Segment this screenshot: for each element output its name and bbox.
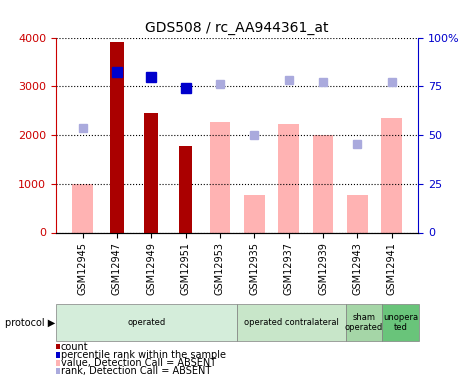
Bar <box>347 195 368 232</box>
Bar <box>279 124 299 232</box>
Title: GDS508 / rc_AA944361_at: GDS508 / rc_AA944361_at <box>146 21 329 35</box>
Text: percentile rank within the sample: percentile rank within the sample <box>60 350 226 360</box>
Bar <box>312 135 333 232</box>
Bar <box>381 118 402 232</box>
Bar <box>179 146 193 232</box>
Bar <box>72 184 93 232</box>
Text: protocol ▶: protocol ▶ <box>5 318 55 327</box>
Text: sham
operated: sham operated <box>345 313 383 332</box>
Bar <box>210 122 230 232</box>
Text: operated contralateral: operated contralateral <box>244 318 339 327</box>
Text: operated: operated <box>127 318 166 327</box>
Bar <box>145 113 158 232</box>
Bar <box>244 195 265 232</box>
Text: count: count <box>60 342 88 351</box>
Text: value, Detection Call = ABSENT: value, Detection Call = ABSENT <box>60 358 216 368</box>
Text: unopera
ted: unopera ted <box>383 313 418 332</box>
Bar <box>110 42 124 232</box>
Text: rank, Detection Call = ABSENT: rank, Detection Call = ABSENT <box>60 366 211 375</box>
